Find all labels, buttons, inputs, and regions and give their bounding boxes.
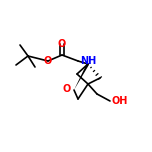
Text: O: O: [58, 39, 66, 49]
Text: OH: OH: [111, 96, 127, 106]
Text: O: O: [44, 56, 52, 66]
Polygon shape: [74, 63, 89, 90]
Text: O: O: [63, 84, 71, 94]
Text: NH: NH: [80, 56, 96, 66]
